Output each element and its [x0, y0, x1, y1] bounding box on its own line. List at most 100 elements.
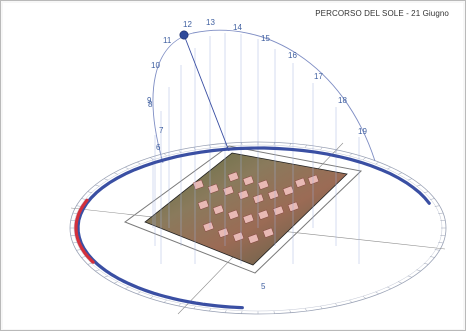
hour-label-10: 10	[151, 61, 160, 70]
building-roof	[294, 177, 307, 188]
compass-tick	[113, 281, 118, 284]
sun-marker	[179, 30, 189, 40]
building-roof	[262, 227, 275, 238]
compass-tick	[335, 149, 338, 153]
compass-tick	[423, 263, 429, 265]
building-roof	[217, 227, 230, 238]
compass-tick	[362, 157, 366, 160]
compass-ticks	[70, 142, 446, 314]
morning-azimuth-arc	[74, 198, 95, 264]
sun-ray-line	[183, 34, 230, 152]
hour-label-18: 18	[338, 96, 347, 105]
compass-tick	[375, 291, 379, 295]
compass-tick	[349, 300, 353, 303]
building-roof	[207, 183, 220, 194]
hour-label-16: 16	[288, 51, 297, 60]
compass-tick	[76, 249, 82, 251]
compass-tick	[305, 308, 307, 312]
compass-tick	[209, 308, 211, 312]
compass-tick	[137, 291, 141, 295]
diagram-title: PERCORSO DEL SOLE - 21 Giugno	[315, 9, 449, 18]
compass-tick	[193, 306, 196, 309]
building-roof	[197, 199, 210, 210]
compass-tick	[113, 172, 118, 175]
hour-label-19: 19	[358, 127, 367, 136]
compass-tick	[375, 161, 379, 165]
compass-tick	[178, 303, 181, 307]
compass-tick	[429, 256, 435, 258]
compass-tick	[95, 184, 100, 187]
compass-tick	[87, 191, 93, 193]
site-aerial-photo	[144, 152, 348, 266]
compass-tick	[124, 166, 129, 170]
compass-tick	[124, 286, 129, 290]
compass-tick	[429, 198, 435, 200]
hour-label-13: 13	[206, 18, 215, 27]
compass-tick	[423, 191, 429, 193]
compass-tick	[163, 153, 167, 156]
compass-tick	[137, 161, 141, 165]
compass-tick	[81, 256, 87, 258]
hour-label-8: 8	[148, 100, 153, 109]
compass-tick	[305, 144, 307, 148]
compass-tick	[434, 205, 440, 207]
building-roof	[212, 204, 225, 215]
compass-tick	[407, 178, 413, 181]
building-roof	[237, 189, 250, 200]
compass-tick	[76, 205, 82, 207]
sun-path-curve	[152, 29, 376, 164]
compass-tick	[398, 172, 403, 175]
compass-tick	[103, 178, 109, 181]
compass-tick	[335, 303, 338, 307]
compass-tick	[150, 296, 154, 299]
daylight-azimuth-arc	[76, 146, 431, 310]
compass-tick	[225, 143, 227, 146]
hour-label-15: 15	[261, 34, 270, 43]
building-roof	[282, 185, 295, 196]
hour-label-14: 14	[233, 23, 242, 32]
compass-tick	[387, 286, 392, 290]
compass-tick	[434, 249, 440, 251]
building-roof	[202, 221, 215, 232]
compass-tick	[289, 143, 291, 146]
hour-label-6: 6	[156, 143, 161, 152]
compass-tick	[320, 147, 323, 150]
compass-tick	[103, 275, 109, 278]
compass-tick	[95, 269, 100, 272]
compass-tick	[178, 149, 181, 153]
building-roof	[257, 209, 270, 220]
sun-path-diagram: 5 6 7 8 9 10 11 12 13 14 15 16 17 18 19	[69, 18, 447, 315]
building-roof	[252, 193, 265, 204]
compass-tick	[407, 275, 413, 278]
compass-tick	[362, 296, 366, 299]
building-roof	[222, 185, 235, 196]
compass-tick	[398, 281, 403, 284]
compass-tick	[349, 153, 353, 156]
hour-labels: 5 6 7 8 9 10 11 12 13 14 15 16 17 18 19	[147, 18, 367, 291]
compass-tick	[416, 269, 421, 272]
compass-tick	[387, 166, 392, 170]
building-roof	[287, 201, 300, 212]
building-roof	[267, 189, 280, 200]
building-roof	[227, 171, 240, 182]
building-roof	[242, 175, 255, 186]
compass-tick	[81, 198, 87, 200]
hour-label-5: 5	[261, 282, 266, 291]
compass-tick	[320, 306, 323, 309]
building-roof	[307, 174, 320, 185]
compass-tick	[225, 310, 227, 313]
hour-label-11: 11	[163, 36, 172, 45]
building-roof	[272, 205, 285, 216]
compass-tick	[289, 310, 291, 313]
building-roof	[247, 233, 260, 244]
compass-tick	[150, 157, 154, 160]
compass-tick	[416, 184, 421, 187]
building-roof	[242, 213, 255, 224]
diagram-canvas: 5 6 7 8 9 10 11 12 13 14 15 16 17 18 19 …	[3, 3, 463, 329]
hour-label-17: 17	[314, 72, 323, 81]
building-roof	[227, 209, 240, 220]
hour-label-12: 12	[183, 20, 192, 29]
hour-label-7: 7	[159, 126, 164, 135]
building-roof	[192, 179, 205, 190]
